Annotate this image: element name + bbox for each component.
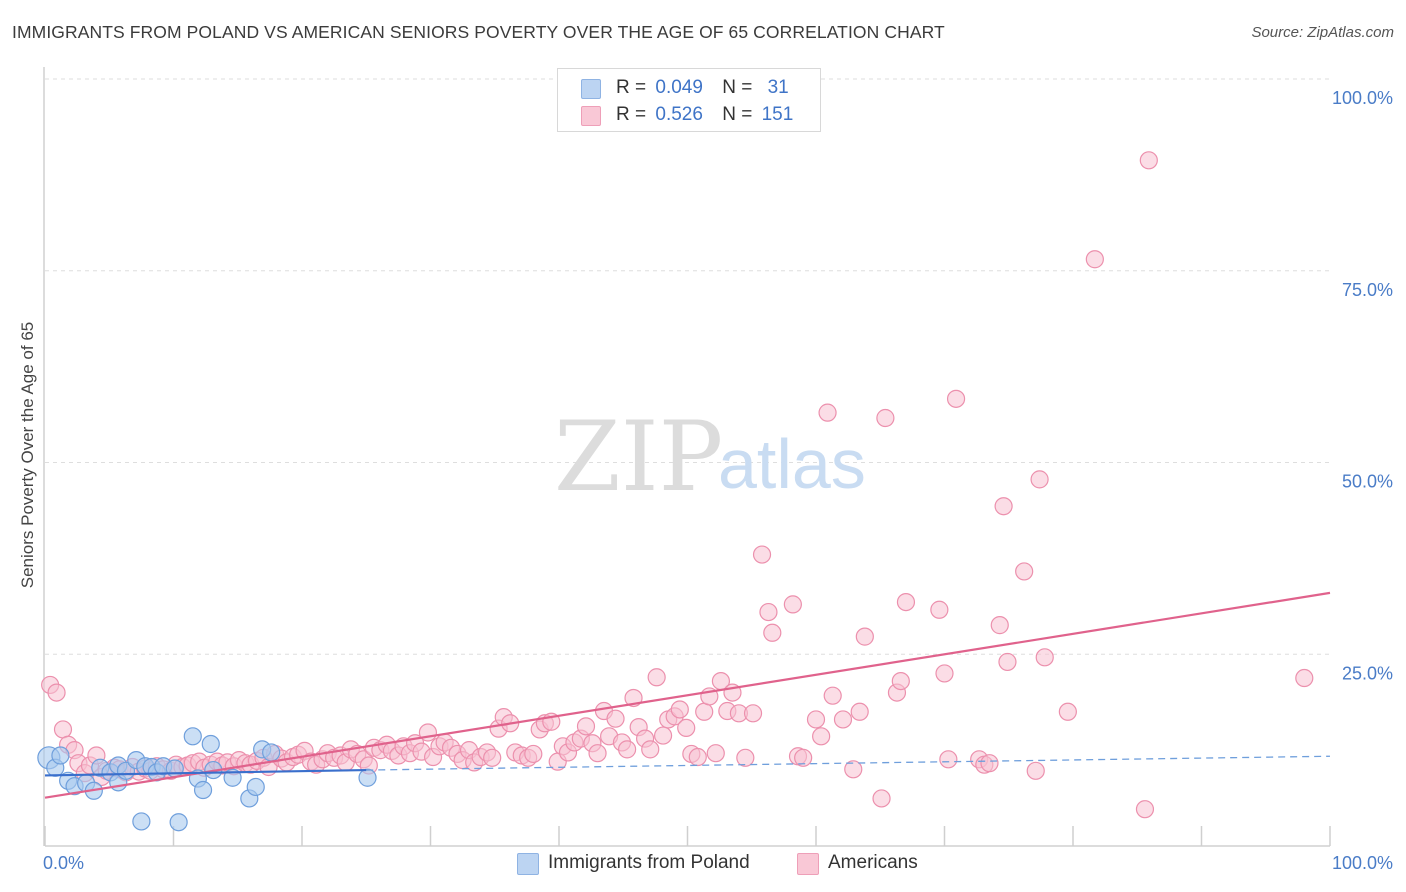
watermark-zip: ZIP [554,401,723,513]
americans-point [1035,648,1054,667]
poland-point [223,768,242,787]
americans-point [1015,562,1034,581]
legend-r-label: R = [616,77,647,98]
y-tick-label: 100.0% [1332,88,1393,108]
americans-point [930,600,949,619]
americans-point [752,545,772,564]
americans-point [1085,250,1104,269]
americans-point [695,702,714,721]
watermark: ZIP atlas [554,401,866,513]
americans-point [876,408,895,428]
poland-trend-line-extension [366,755,1331,771]
americans-point [743,704,763,723]
americans-point [850,702,869,721]
bottom-legend-label-poland: Immigrants from Poland [548,852,750,873]
americans-point [1139,151,1158,170]
americans-point [980,754,999,773]
americans-point [998,652,1017,672]
americans-point [855,627,874,646]
americans-point [1026,761,1045,780]
legend-n-label: N = [722,104,753,125]
poland-point [132,812,151,831]
americans-point [872,789,891,808]
gridlines [45,78,1330,655]
americans-point [677,718,696,737]
americans-point [783,595,802,614]
poland-point [358,768,377,787]
americans-point [990,616,1009,635]
americans-point [823,686,842,705]
poland-trend-line [44,768,367,777]
poland-points [37,727,377,832]
legend-swatch-poland [581,79,601,99]
legend-r-label: R = [616,104,647,125]
americans-point [1295,668,1314,688]
watermark-atlas: atlas [718,425,866,503]
y-tick-label: 50.0% [1342,472,1393,492]
americans-point [1030,470,1049,489]
poland-point [193,780,213,800]
americans-point [935,664,954,683]
americans-point [946,389,966,408]
poland-point [183,727,202,746]
americans-point [818,403,837,422]
americans-point [994,497,1013,516]
americans-point [706,744,725,763]
americans-point [806,710,826,729]
americans-point [688,747,707,767]
x-tick-label: 0.0% [43,853,84,873]
poland-point [262,743,281,762]
source-label: Source: ZipAtlas.com [1251,24,1394,41]
americans-point [939,750,958,769]
americans-point [653,726,673,745]
americans-point [618,740,637,759]
poland-point [169,813,188,832]
bottom-legend-swatch-americans [797,853,819,875]
americans-trend-line [44,591,1331,799]
legend-n-value: 151 [761,104,794,125]
americans-point [588,744,607,763]
americans-point [641,740,660,759]
americans-point [47,683,66,702]
americans-points [41,151,1314,819]
americans-point [1058,702,1077,721]
y-tick-label: 75.0% [1342,280,1393,300]
americans-point [483,748,502,767]
americans-point [1135,800,1155,819]
legend: R = 0.049 N = 31 R = 0.526 N = 151 [557,68,821,132]
poland-point [246,777,265,797]
legend-n-value: 31 [767,77,789,98]
y-tick-label: 25.0% [1342,663,1393,683]
americans-point [794,748,813,767]
americans-point [844,760,863,779]
americans-point [53,720,73,739]
legend-swatch-americans [581,106,601,126]
americans-point [812,727,831,746]
americans-point [759,602,778,622]
americans-point [647,668,666,687]
chart-title: IMMIGRANTS FROM POLAND VS AMERICAN SENIO… [12,22,945,42]
americans-point [606,709,625,728]
americans-point [763,623,782,642]
americans-point [736,748,755,767]
poland-point [165,759,184,778]
x-tick-label: 100.0% [1332,853,1393,873]
poland-point [201,734,220,754]
americans-point [670,700,689,719]
trend-lines [44,591,1331,799]
legend-n-label: N = [722,77,753,98]
poland-point [51,746,70,765]
legend-r-value: 0.049 [655,77,703,98]
bottom-legend-swatch-poland [517,853,539,875]
americans-point [896,592,916,612]
axes [43,67,1331,847]
tick-labels: 25.0% 50.0% 75.0% 100.0% 0.0% 100.0% [43,88,1393,873]
americans-point [833,710,853,729]
americans-point [891,671,910,691]
americans-point [576,717,596,736]
americans-point [524,744,543,764]
legend-r-value: 0.526 [655,104,703,125]
bottom-legend-label-americans: Americans [828,852,918,873]
